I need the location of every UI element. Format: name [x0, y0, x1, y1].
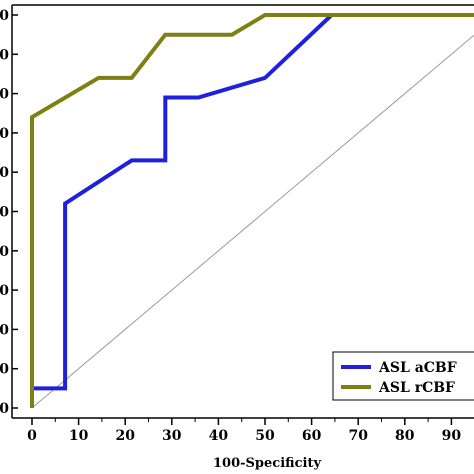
x-tick-label: 80 [395, 428, 415, 444]
x-tick-label: 20 [115, 428, 135, 444]
x-tick-label: 0 [27, 428, 37, 444]
y-tick-label: 0 [0, 362, 9, 378]
series-line-asl-rcbf [30, 13, 474, 408]
y-tick-label: 0 [0, 244, 9, 260]
axes: 0 10 20 30 40 50 60 70 80 90 0 0 0 0 0 0 0 0 0 0 0 [0, 4, 474, 444]
y-tick-label: 0 [0, 283, 9, 299]
x-tick-label: 10 [69, 428, 89, 444]
x-axis-title: 100-Specificity [213, 456, 321, 471]
x-tick-label: 70 [348, 428, 368, 444]
legend-label: ASL rCBF [378, 380, 455, 396]
series-layer [30, 13, 474, 408]
y-tick-label: 0 [0, 126, 9, 142]
y-tick-label: 0 [0, 401, 9, 417]
y-tick-label: 0 [0, 47, 9, 63]
x-tick-label: 90 [442, 428, 462, 444]
y-tick-label: 0 [0, 87, 9, 103]
x-tick-label: 60 [302, 428, 322, 444]
legend-label: ASL aCBF [378, 360, 457, 376]
y-tick-label: 0 [0, 322, 9, 338]
x-tick-label: 30 [162, 428, 182, 444]
legend-box [332, 351, 474, 401]
series-line-asl-acbf [30, 13, 474, 408]
x-tick-label: 40 [209, 428, 229, 444]
x-tick-label: 50 [255, 428, 275, 444]
y-tick-label: 0 [0, 8, 9, 24]
legend: ASL aCBF ASL rCBF [332, 351, 474, 401]
y-tick-label: 0 [0, 165, 9, 181]
reference-diagonal-line [31, 34, 474, 409]
y-tick-label: 0 [0, 205, 9, 221]
reference-layer [31, 34, 474, 409]
